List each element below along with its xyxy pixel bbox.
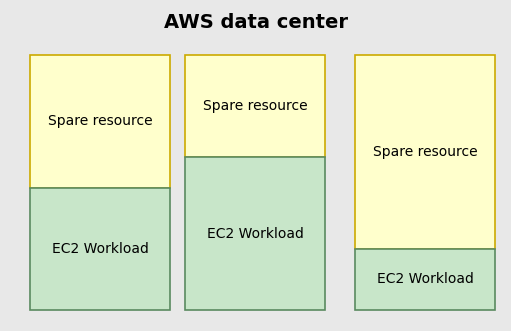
Bar: [30, 55, 170, 188]
Text: EC2 Workload: EC2 Workload: [206, 226, 304, 241]
Text: EC2 Workload: EC2 Workload: [377, 272, 473, 286]
Bar: [355, 249, 495, 310]
Bar: [30, 188, 170, 310]
Bar: [185, 55, 325, 157]
Text: Spare resource: Spare resource: [48, 114, 152, 128]
Text: Spare resource: Spare resource: [203, 99, 307, 113]
Text: EC2 Workload: EC2 Workload: [52, 242, 148, 256]
Text: AWS data center: AWS data center: [164, 13, 347, 31]
Bar: [185, 157, 325, 310]
Bar: [355, 55, 495, 249]
Text: Spare resource: Spare resource: [373, 145, 477, 159]
